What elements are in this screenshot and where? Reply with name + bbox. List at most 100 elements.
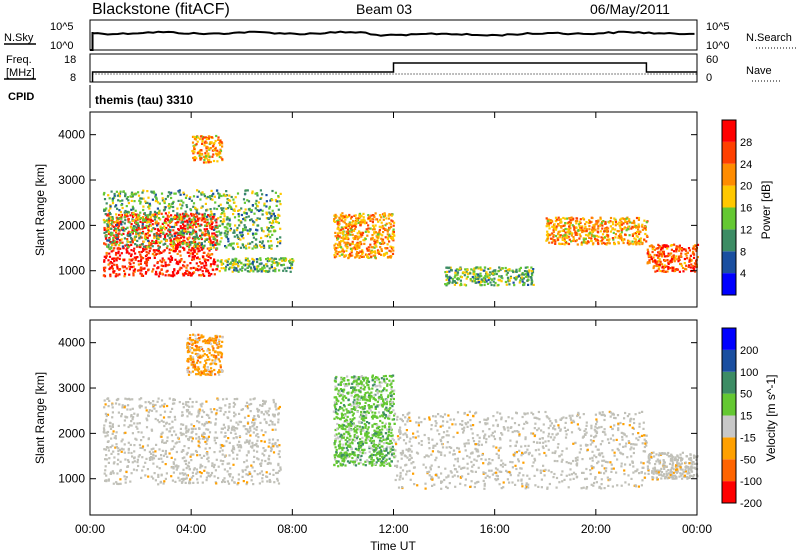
scatter-cell xyxy=(586,240,590,243)
scatter-cell xyxy=(466,272,469,275)
scatter-cell xyxy=(130,414,133,417)
scatter-cell xyxy=(228,441,231,444)
scatter-cell xyxy=(253,444,256,447)
scatter-cell xyxy=(145,259,148,262)
scatter-cell xyxy=(485,271,488,274)
scatter-cell xyxy=(374,251,377,255)
nsky-tick-bottom: 10^0 xyxy=(50,40,74,52)
scatter-cell xyxy=(148,218,151,221)
scatter-cell xyxy=(138,237,141,240)
scatter-cell xyxy=(238,224,241,227)
scatter-cell xyxy=(251,190,254,193)
scatter-cell xyxy=(160,264,163,267)
scatter-cell xyxy=(665,265,668,268)
scatter-cell xyxy=(160,435,163,438)
scatter-cell xyxy=(153,192,156,195)
scatter-cell xyxy=(206,471,209,474)
scatter-cell xyxy=(214,139,217,143)
scatter-cell xyxy=(388,425,391,428)
scatter-cell xyxy=(199,361,202,364)
scatter-cell xyxy=(266,480,269,483)
scatter-cell xyxy=(205,270,208,273)
scatter-cell xyxy=(178,232,181,235)
scatter-cell xyxy=(104,243,107,246)
scatter-cell xyxy=(220,237,223,240)
scatter-cell xyxy=(111,432,114,435)
scatter-cell xyxy=(251,466,254,469)
scatter-cell xyxy=(191,237,194,240)
scatter-cell xyxy=(168,203,171,206)
scatter-cell xyxy=(675,248,678,251)
scatter-cell xyxy=(270,257,273,260)
scatter-cell xyxy=(186,223,189,226)
scatter-cell xyxy=(155,215,159,218)
scatter-cell xyxy=(211,155,214,158)
scatter-cell xyxy=(152,190,155,193)
scatter-cell xyxy=(271,219,275,222)
scatter-cell xyxy=(265,217,268,220)
scatter-cell xyxy=(268,441,271,444)
scatter-cell xyxy=(243,212,246,215)
scatter-cell xyxy=(173,269,176,272)
scatter-cell xyxy=(259,472,262,475)
scatter-cell xyxy=(122,232,125,235)
scatter-cell xyxy=(650,255,653,258)
scatter-cell xyxy=(254,246,257,249)
scatter-cell xyxy=(247,200,251,203)
scatter-cell xyxy=(108,197,111,200)
scatter-cell xyxy=(210,367,213,370)
scatter-cell xyxy=(207,456,210,459)
scatter-cell xyxy=(263,266,266,269)
scatter-cell xyxy=(136,218,139,221)
scatter-cell xyxy=(265,420,268,424)
scatter-cell xyxy=(347,238,350,241)
scatter-cell xyxy=(253,266,256,269)
scatter-cell xyxy=(333,218,336,221)
velocity-heatmap xyxy=(102,333,699,490)
scatter-cell xyxy=(109,205,112,208)
scatter-cell xyxy=(118,239,122,242)
scatter-cell xyxy=(521,280,524,283)
scatter-cell xyxy=(207,259,210,262)
scatter-cell xyxy=(148,213,151,216)
scatter-cell xyxy=(524,275,528,278)
scatter-cell xyxy=(196,246,199,250)
scatter-cell xyxy=(129,234,132,237)
scatter-cell xyxy=(228,217,231,220)
scatter-cell xyxy=(252,449,256,452)
scatter-cell xyxy=(203,266,206,269)
scatter-cell xyxy=(105,431,108,434)
scatter-cell xyxy=(692,266,695,269)
scatter-cell xyxy=(361,231,365,234)
scatter-cell xyxy=(193,146,196,149)
scatter-cell xyxy=(488,274,491,277)
scatter-cell xyxy=(185,435,188,438)
scatter-cell xyxy=(263,440,266,443)
scatter-cell xyxy=(530,283,533,286)
scatter-cell xyxy=(487,278,490,282)
scatter-cell xyxy=(448,270,451,273)
scatter-cell xyxy=(558,242,561,245)
scatter-cell xyxy=(269,449,273,453)
scatter-cell xyxy=(530,272,533,275)
scatter-cell xyxy=(199,198,202,201)
scatter-cell xyxy=(210,141,213,144)
scatter-cell xyxy=(104,412,107,415)
scatter-cell xyxy=(172,209,175,213)
scatter-cell xyxy=(130,222,133,226)
scatter-cell xyxy=(345,226,348,229)
scatter-cell xyxy=(183,239,186,243)
scatter-cell xyxy=(133,412,136,415)
scatter-cell xyxy=(581,241,584,244)
scatter-cell xyxy=(333,256,336,259)
scatter-cell xyxy=(490,278,493,281)
scatter-cell xyxy=(140,476,143,479)
scatter-cell xyxy=(596,239,599,242)
scatter-cell xyxy=(574,240,577,243)
scatter-cell xyxy=(198,371,201,374)
scatter-cell xyxy=(133,450,136,453)
scatter-cell xyxy=(196,339,199,342)
scatter-cell xyxy=(121,241,124,244)
scatter-cell xyxy=(216,409,219,412)
